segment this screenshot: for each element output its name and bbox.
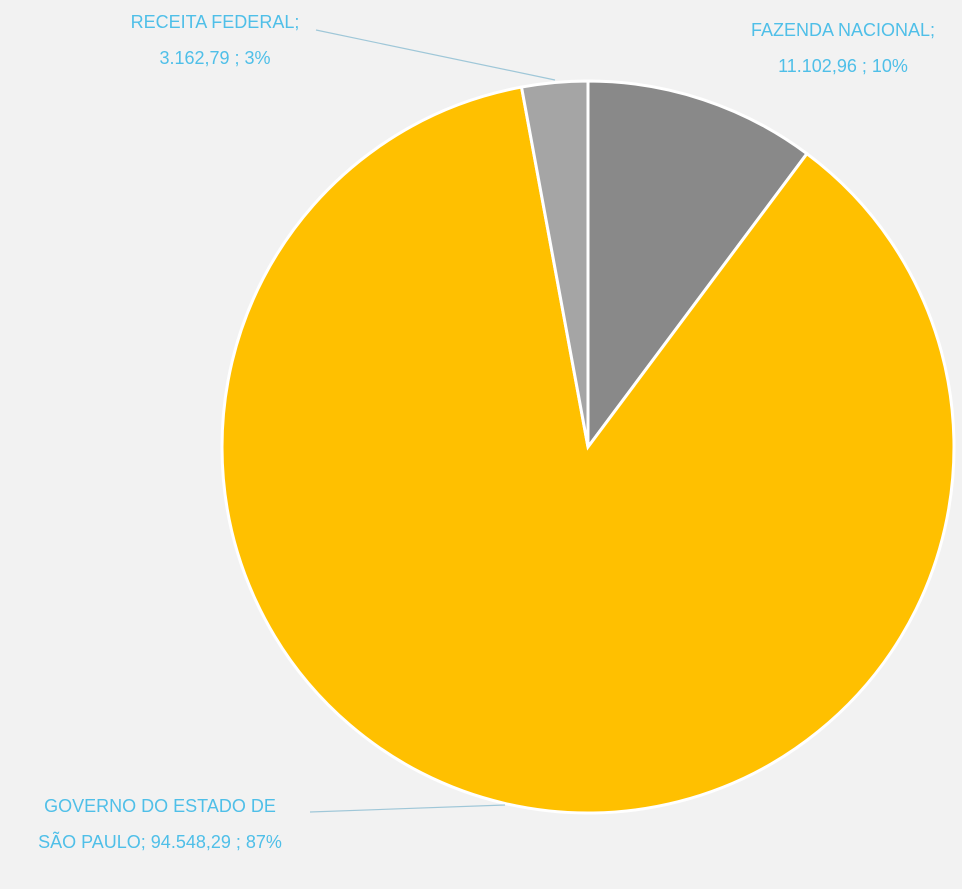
pie-slice <box>586 79 809 452</box>
pie <box>220 79 956 815</box>
category-label: GOVERNO DO ESTADO DE SÃO PAULO <box>38 796 276 852</box>
percentage-label: 3% <box>244 48 271 68</box>
data-label: RECEITA FEDERAL; 3.162,79 ; 3% <box>130 12 300 68</box>
data-label: FAZENDA NACIONAL; 11.102,96 ; 10% <box>750 20 936 76</box>
percentage-label: 10% <box>871 56 908 76</box>
leader-line <box>309 804 506 813</box>
data-label: GOVERNO DO ESTADO DE SÃO PAULO; 94.548,2… <box>38 796 282 852</box>
pie-slice <box>519 79 590 448</box>
category-label: RECEITA FEDERAL <box>130 12 295 32</box>
percentage-label: 87% <box>245 832 282 852</box>
category-label: FAZENDA NACIONAL <box>750 20 931 40</box>
value-label: 11.102,96 <box>778 56 857 76</box>
value-label: 94.548,29 <box>150 832 231 852</box>
leader-line <box>315 29 556 81</box>
pie-slice <box>220 85 956 815</box>
value-label: 3.162,79 <box>159 48 230 68</box>
